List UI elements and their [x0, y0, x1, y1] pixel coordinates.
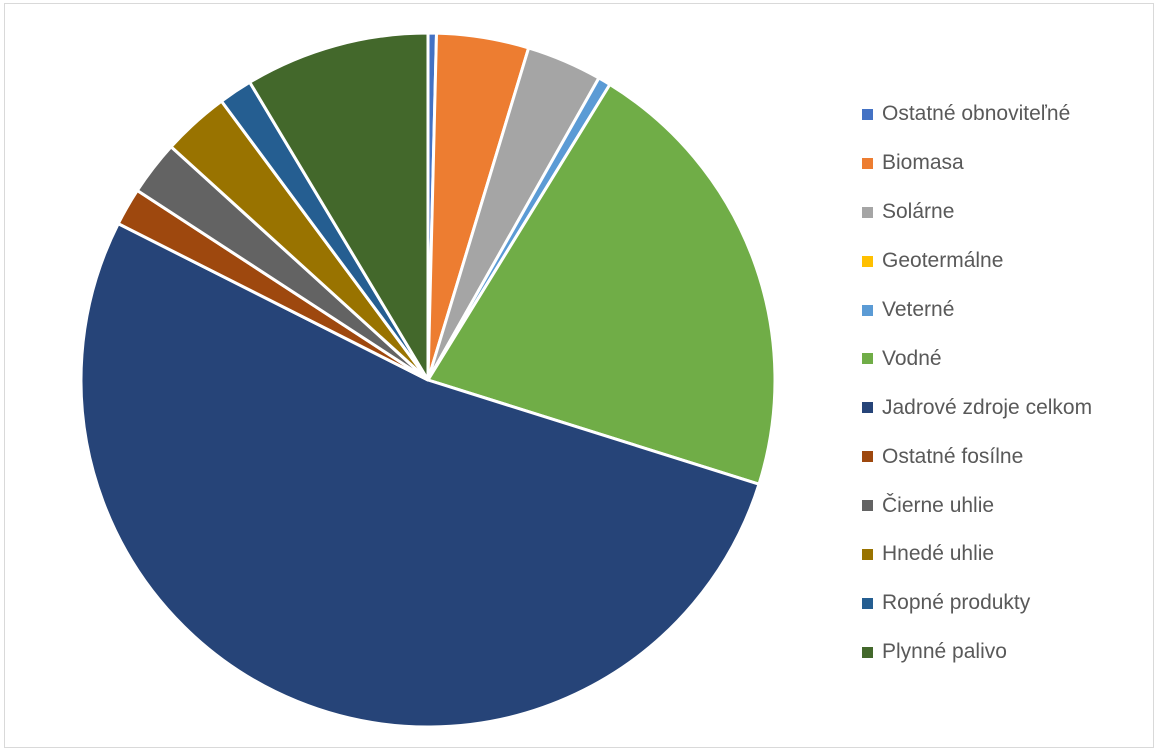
legend-swatch: [862, 255, 873, 267]
legend-swatch: [862, 108, 873, 120]
legend-swatch: [862, 597, 873, 609]
legend-label: Veterné: [882, 298, 955, 321]
legend-item: Plynné palivo: [862, 628, 1092, 677]
legend-swatch: [862, 304, 873, 316]
legend-item: Čierne uhlie: [862, 481, 1092, 530]
legend-swatch: [862, 500, 873, 512]
legend-swatch: [862, 646, 873, 658]
chart-legend: Ostatné obnoviteľné Biomasa Solárne Geoterm…: [862, 90, 1092, 677]
legend-label: Biomasa: [882, 151, 964, 175]
legend-label: Ostatné obnoviteľné: [882, 102, 1071, 126]
legend-label: Plynné palivo: [882, 640, 1007, 664]
pie-slice-5: [426, 82, 777, 486]
legend-label: Ostatné fosílne: [882, 444, 1024, 468]
legend-item: Jadrové zdroje celkom: [862, 383, 1092, 432]
legend-item: Geotermálne: [862, 237, 1092, 286]
legend-label: Solárne: [882, 200, 955, 224]
legend-label: Vodné: [882, 346, 942, 370]
legend-label: Geotermálne: [882, 249, 1004, 273]
legend-label: Čierne uhlie: [882, 493, 995, 517]
pie-slice-11: [248, 31, 430, 382]
legend-swatch: [862, 402, 873, 414]
legend-item: Ostatné obnoviteľné: [862, 90, 1092, 139]
legend-item: Ostatné fosílne: [862, 432, 1092, 481]
legend-item: Vodné: [862, 334, 1092, 383]
legend-swatch: [862, 206, 873, 218]
legend-label: Jadrové zdroje celkom: [882, 395, 1093, 419]
legend-item: Hnedé uhlie: [862, 530, 1092, 579]
legend-item: Biomasa: [862, 139, 1092, 188]
legend-swatch: [862, 548, 873, 560]
legend-item: Veterné: [862, 286, 1092, 335]
legend-label: Hnedé uhlie: [882, 542, 995, 566]
pie-slice-6: [79, 222, 761, 729]
legend-item: Ropné produkty: [862, 579, 1092, 628]
legend-label: Ropné produkty: [882, 591, 1031, 615]
legend-swatch: [862, 451, 873, 463]
legend-item: Solárne: [862, 188, 1092, 237]
legend-swatch: [862, 157, 873, 169]
legend-swatch: [862, 353, 873, 365]
